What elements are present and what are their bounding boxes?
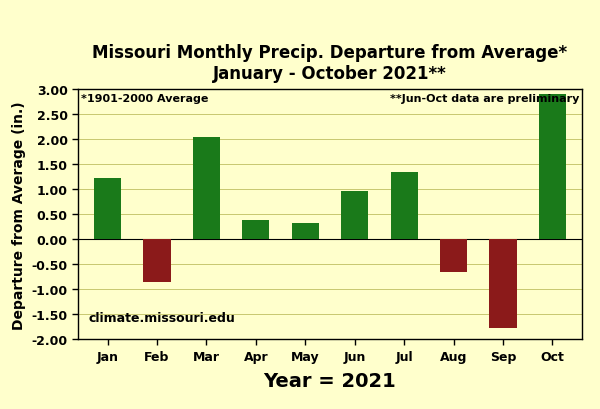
Bar: [490, 240, 517, 328]
Bar: [143, 240, 170, 282]
Y-axis label: Departure from Average (in.): Departure from Average (in.): [12, 101, 26, 329]
Bar: [440, 240, 467, 272]
Bar: [193, 138, 220, 240]
Text: *1901-2000 Average: *1901-2000 Average: [80, 94, 208, 104]
Bar: [539, 95, 566, 240]
Text: **Jun-Oct data are preliminary: **Jun-Oct data are preliminary: [390, 94, 580, 104]
Bar: [94, 179, 121, 240]
Bar: [292, 223, 319, 240]
Title: Missouri Monthly Precip. Departure from Average*
January - October 2021**: Missouri Monthly Precip. Departure from …: [92, 44, 568, 83]
Bar: [391, 172, 418, 240]
Bar: [341, 191, 368, 240]
Bar: [242, 221, 269, 240]
Text: climate.missouri.edu: climate.missouri.edu: [88, 312, 235, 324]
X-axis label: Year = 2021: Year = 2021: [263, 371, 397, 390]
